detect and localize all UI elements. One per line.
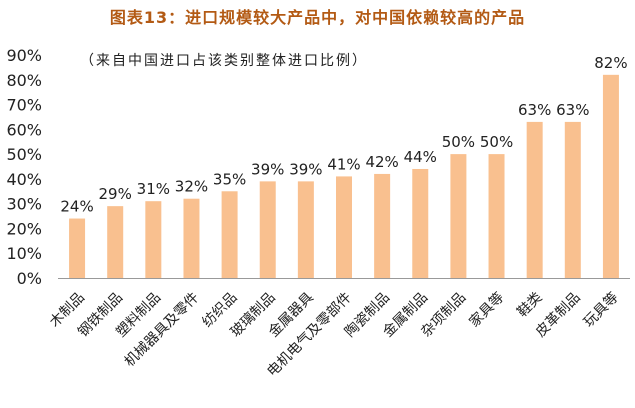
- bar-15: [602, 74, 619, 278]
- bar-4: [183, 198, 200, 278]
- bar-2: [107, 206, 124, 278]
- x-tick-label: 家具等: [466, 289, 508, 331]
- bar-5: [221, 191, 238, 278]
- bar-8: [336, 176, 352, 278]
- bar-3: [145, 201, 162, 278]
- data-label: 50%: [480, 133, 513, 151]
- data-label: 39%: [289, 160, 322, 178]
- data-label: 24%: [60, 198, 93, 216]
- y-tick-label: 80%: [6, 71, 42, 90]
- y-tick-label: 20%: [6, 219, 42, 238]
- bar-10: [412, 168, 429, 278]
- bar-11: [450, 154, 467, 278]
- bar-12: [488, 154, 505, 278]
- data-label: 50%: [442, 133, 475, 151]
- data-label: 42%: [365, 153, 398, 171]
- x-tick-label: 鞋类: [514, 290, 545, 321]
- x-tick-label: 玩具等: [580, 289, 622, 331]
- y-tick-label: 0%: [17, 269, 42, 288]
- data-label: 44%: [404, 148, 437, 166]
- y-tick-label: 10%: [6, 244, 42, 263]
- data-label: 39%: [251, 160, 284, 178]
- data-label: 41%: [327, 155, 360, 173]
- data-label: 82%: [594, 54, 627, 72]
- bar-6: [259, 181, 276, 278]
- bar-1: [69, 218, 86, 278]
- bar-9: [374, 173, 391, 278]
- y-tick-label: 40%: [6, 170, 42, 189]
- y-tick-label: 70%: [6, 96, 42, 115]
- y-tick-label: 90%: [6, 46, 42, 65]
- y-tick-label: 60%: [6, 120, 42, 139]
- data-label: 63%: [556, 101, 589, 119]
- chart-subtitle: （来自中国进口占该类别整体进口比例）: [80, 53, 368, 69]
- y-tick-label: 50%: [6, 145, 42, 164]
- data-label: 35%: [213, 170, 246, 188]
- data-label: 29%: [99, 185, 132, 203]
- bar-7: [297, 181, 314, 278]
- bar-14: [564, 121, 581, 279]
- data-label: 63%: [518, 101, 551, 119]
- y-tick-label: 30%: [6, 195, 42, 214]
- data-label: 31%: [137, 180, 170, 198]
- chart-title: 图表13：进口规模较大产品中，对中国依赖较高的产品: [109, 8, 526, 27]
- bar-13: [526, 121, 543, 279]
- data-label: 32%: [175, 178, 208, 196]
